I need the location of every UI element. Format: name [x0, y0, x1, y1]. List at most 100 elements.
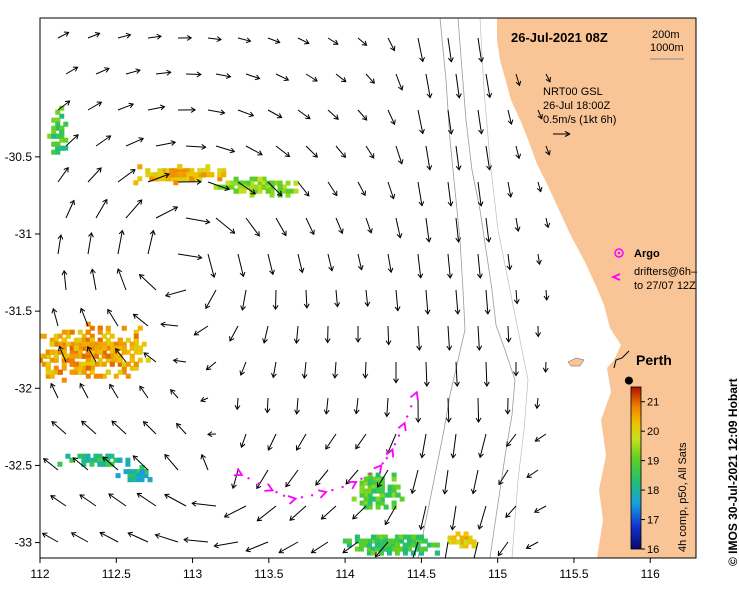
current-arrow: [478, 433, 487, 459]
sst-pixel: [127, 473, 133, 479]
current-arrow: [102, 456, 119, 471]
current-arrow: [154, 533, 179, 543]
sst-pixel: [65, 341, 71, 347]
current-arrow: [417, 253, 424, 279]
drifter-position: [233, 467, 244, 477]
sst-pixel: [366, 542, 372, 548]
drifter-dot: [341, 485, 344, 489]
current-arrow: [374, 541, 389, 558]
x-tick-label: 114: [336, 567, 355, 581]
sst-pixel: [34, 346, 39, 351]
sst-pixel: [133, 329, 139, 335]
sst-pixel: [277, 180, 283, 186]
current-arrow: [177, 253, 203, 261]
sst-pixel: [93, 341, 99, 347]
current-arrow: [332, 361, 339, 379]
perth-marker: [624, 376, 633, 385]
sst-pixel: [73, 345, 79, 351]
sst-pixel: [366, 550, 372, 556]
current-arrow: [412, 541, 419, 558]
sst-pixel: [85, 365, 91, 371]
current-arrow: [275, 145, 291, 158]
sst-pixel: [97, 337, 103, 343]
sst-pixel: [201, 172, 207, 178]
current-arrow: [245, 217, 260, 237]
current-arrow: [352, 505, 367, 520]
sst-pixel: [125, 461, 131, 467]
current-arrow: [237, 253, 246, 278]
sst-pixel: [63, 121, 69, 127]
x-tick-label: 112.5: [102, 567, 131, 581]
sst-pixel: [105, 337, 111, 343]
sst-pixel: [375, 480, 381, 486]
sst-pixel: [197, 172, 203, 178]
current-arrow: [506, 253, 513, 271]
current-arrow: [164, 453, 179, 471]
current-arrow: [444, 541, 449, 558]
sst-pixel: [131, 477, 137, 483]
current-arrow: [365, 145, 375, 159]
drifter-dot: [368, 472, 372, 475]
sst-pixel: [125, 457, 131, 463]
current-arrow: [475, 397, 482, 423]
current-arrow: [267, 253, 275, 276]
current-arrow: [542, 361, 549, 373]
sst-pixel: [137, 357, 143, 363]
sst-pixel: [133, 180, 139, 186]
current-arrow: [514, 217, 521, 233]
current-arrow: [109, 383, 119, 399]
sst-pixel: [40, 353, 43, 359]
current-arrow: [51, 307, 59, 327]
sst-pixel: [161, 176, 167, 182]
current-arrow: [65, 66, 79, 75]
sst-pixel: [363, 496, 369, 502]
sst-pixel: [125, 373, 131, 379]
current-arrow: [50, 495, 67, 507]
sst-pixel: [362, 542, 368, 548]
sst-pixel: [390, 538, 396, 544]
current-arrow: [505, 325, 512, 343]
sst-pixel: [237, 188, 243, 194]
current-arrow: [87, 101, 103, 111]
sst-pixel: [394, 538, 400, 544]
sst-pixel: [363, 476, 369, 482]
sst-pixel: [261, 180, 267, 186]
current-arrow: [324, 325, 331, 344]
sst-pixel: [455, 539, 461, 545]
sst-pixel: [34, 350, 39, 355]
current-arrow: [365, 217, 373, 234]
sst-pixel: [81, 453, 87, 459]
sst-pixel: [225, 180, 231, 186]
current-arrow: [87, 167, 102, 183]
sst-pixel: [61, 361, 67, 367]
current-arrow: [384, 397, 391, 418]
sst-pixel: [109, 333, 115, 339]
current-arrow: [136, 492, 157, 507]
sst-pixel: [59, 129, 65, 135]
sst-pixel: [434, 542, 440, 548]
sst-pixel: [77, 365, 83, 371]
sst-pixel: [125, 361, 131, 367]
sst-pixel: [363, 480, 369, 486]
sst-pixel: [81, 333, 87, 339]
sst-pixel: [354, 546, 360, 552]
sst-pixel: [374, 542, 380, 548]
sst-pixel: [131, 469, 137, 475]
sst-pixel: [402, 542, 408, 548]
current-arrow: [442, 469, 449, 495]
current-arrow: [207, 431, 217, 438]
current-arrow: [293, 325, 300, 345]
sst-pixel: [346, 542, 352, 548]
sst-pixel: [281, 188, 287, 194]
current-arrow: [425, 217, 432, 243]
sst-pixel: [382, 538, 388, 544]
drifter-dot: [275, 491, 278, 494]
current-arrow: [525, 541, 539, 550]
sst-pixel: [217, 168, 223, 174]
sst-pixel: [269, 184, 275, 190]
sst-pixel: [430, 542, 436, 548]
sst-pixel: [77, 329, 83, 335]
current-arrow: [424, 289, 431, 315]
sst-pixel: [101, 341, 107, 347]
sst-pixel: [378, 550, 384, 556]
